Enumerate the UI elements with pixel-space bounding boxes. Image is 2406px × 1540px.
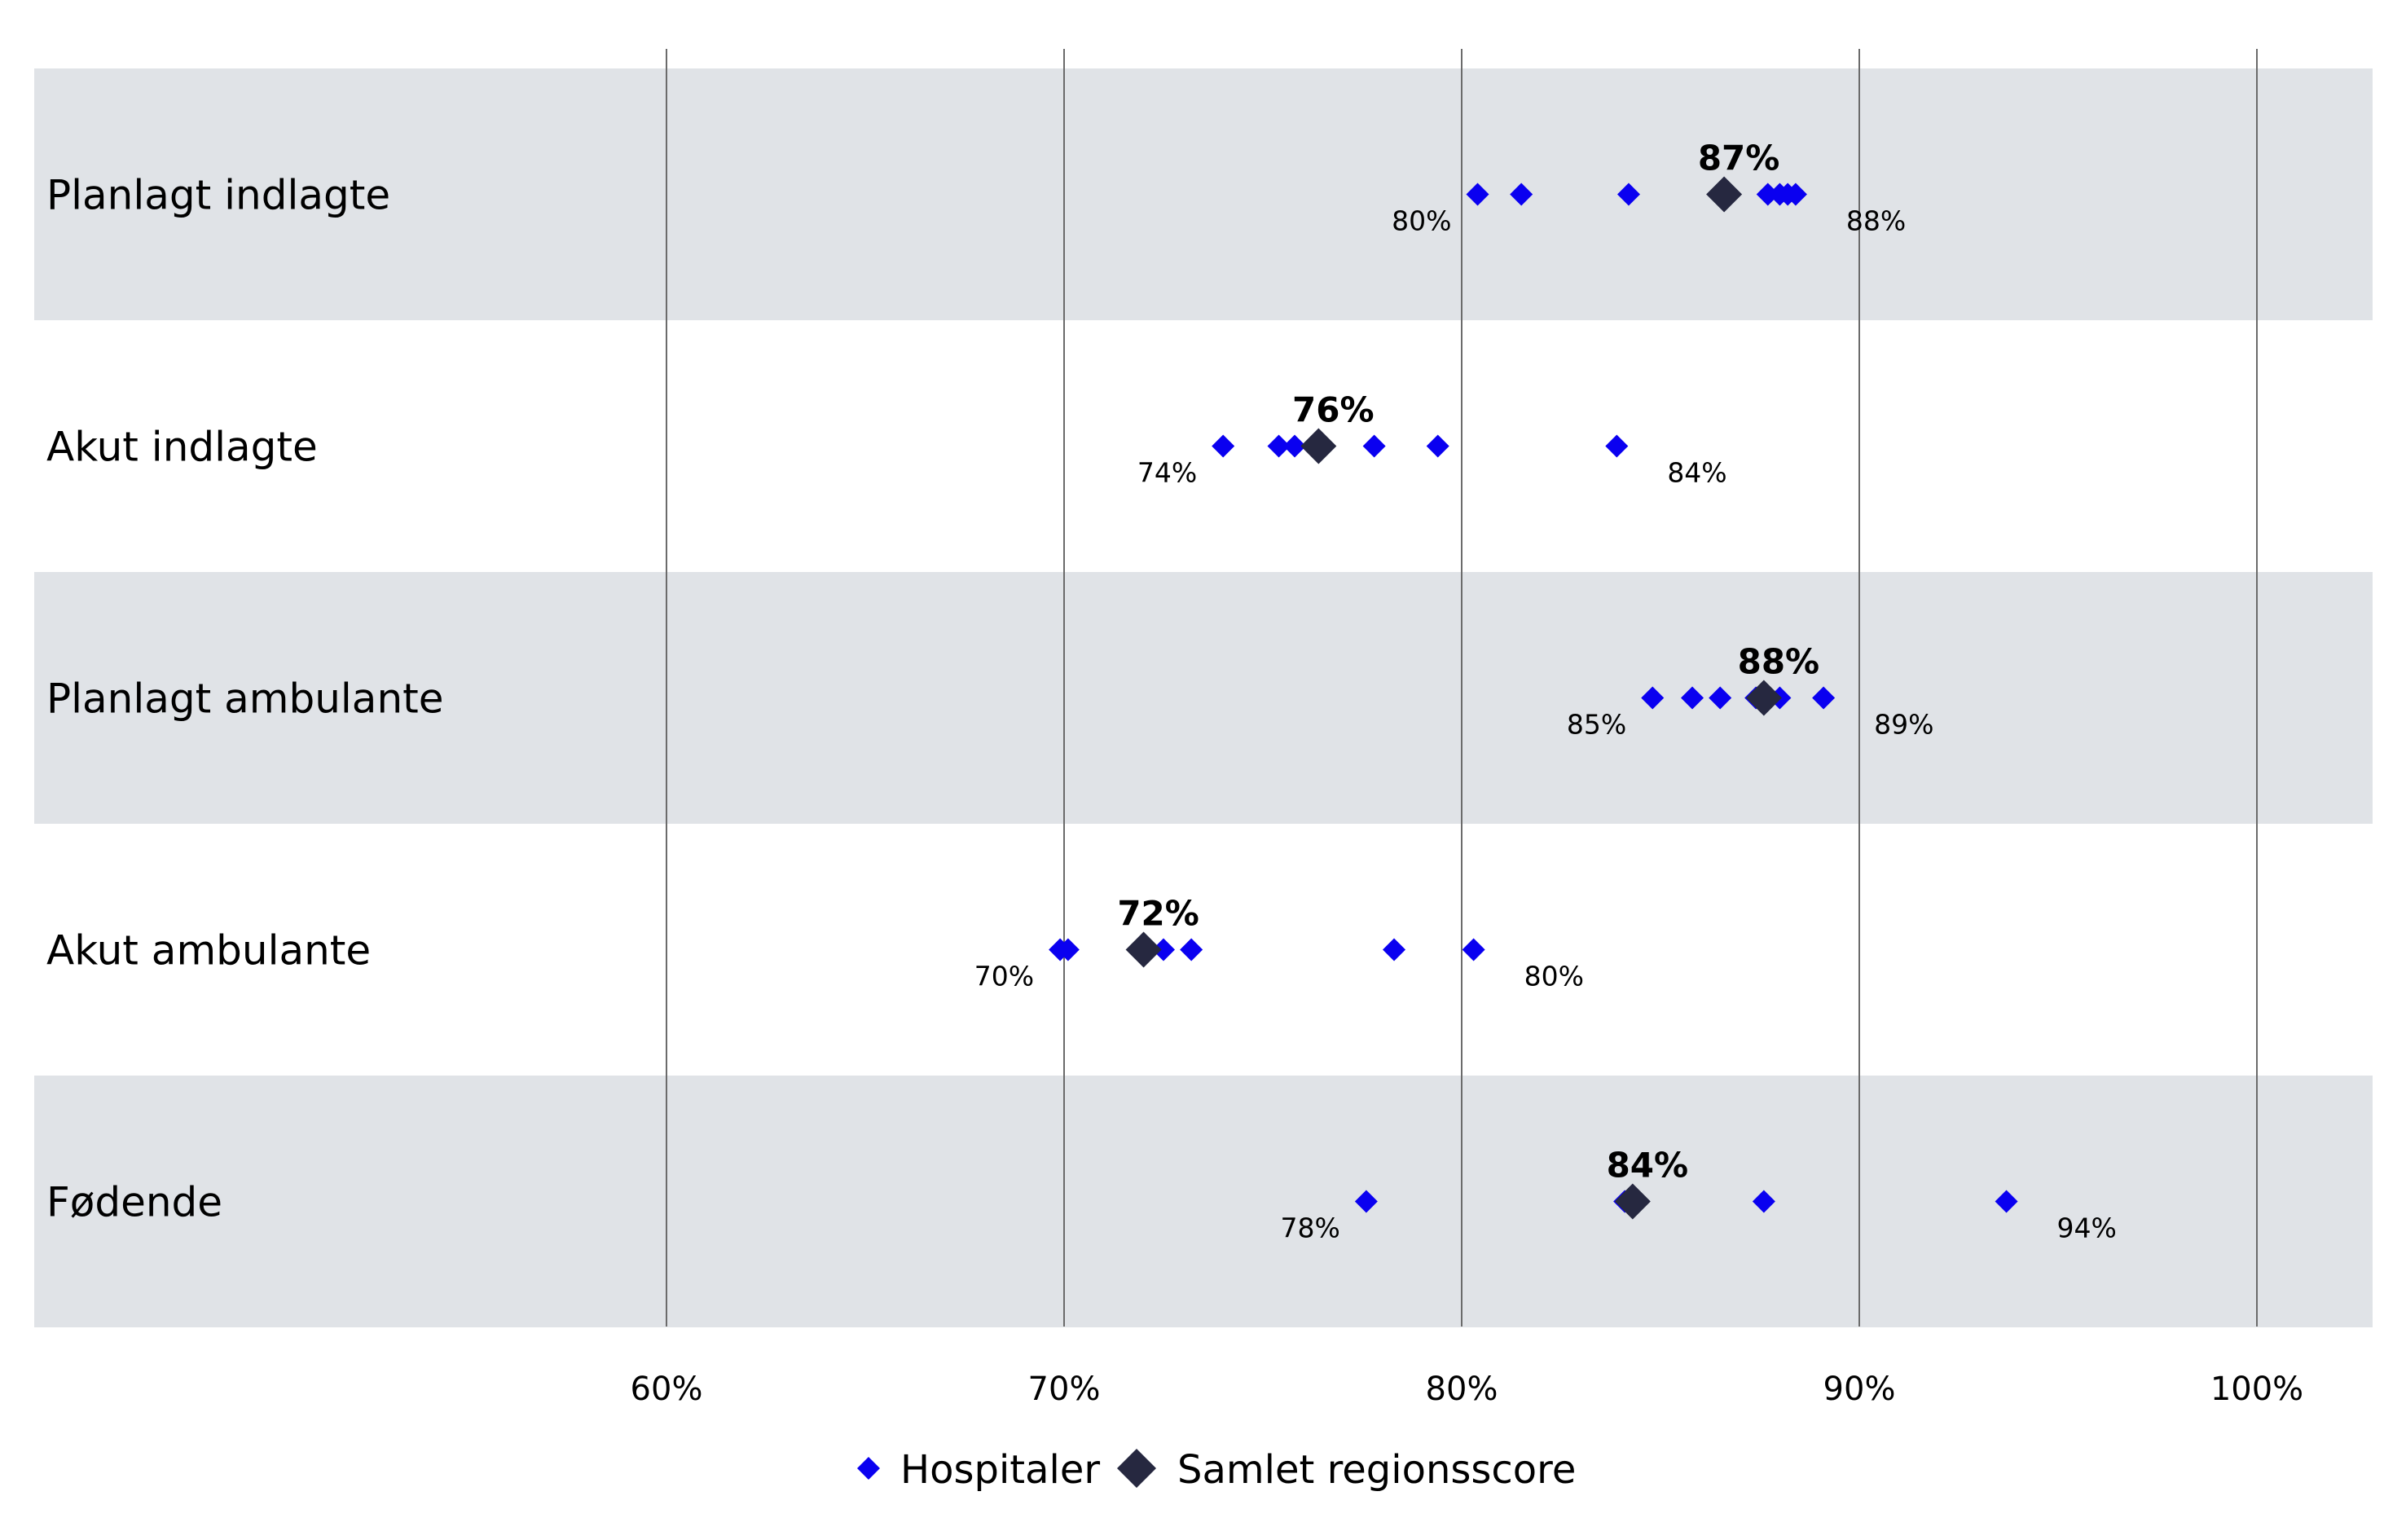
legend-hospital-marker: [857, 1457, 880, 1480]
hospital-point: [1709, 686, 1732, 710]
region-score-label: 84%: [1607, 1146, 1689, 1186]
hospital-point: [1995, 1190, 2018, 1213]
category-rows: Planlagt indlagte 87% 80% 88% Akut indlagte 7…: [46, 139, 2117, 1244]
hospital-point: [1784, 183, 1807, 206]
hospital-point: [1362, 434, 1386, 458]
min-value-label: 85%: [1567, 709, 1626, 741]
hospital-point: [1681, 686, 1704, 710]
hospital-point: [1426, 434, 1449, 458]
x-axis-ticks: 60% 70% 80% 90% 100%: [631, 1371, 2304, 1408]
hospital-point: [1756, 183, 1779, 206]
hospital-point: [1466, 183, 1489, 206]
x-tick-label: 60%: [631, 1371, 703, 1408]
hospital-point: [1616, 183, 1640, 206]
row-band-foedende: [34, 1076, 2373, 1327]
region-score-label: 88%: [1738, 642, 1820, 682]
row-planlagt-indlagte: Planlagt indlagte 87% 80% 88%: [46, 139, 1906, 237]
region-score-label: 87%: [1698, 139, 1780, 178]
hospital-point: [1180, 938, 1203, 961]
region-score-point: [1125, 931, 1162, 968]
min-value-label: 80%: [1392, 205, 1451, 237]
hospital-point: [1752, 1190, 1775, 1213]
x-tick-label: 70%: [1028, 1371, 1101, 1408]
min-value-label: 78%: [1281, 1212, 1340, 1244]
row-akut-ambulante: Akut ambulante 72% 70% 80%: [46, 894, 1584, 992]
legend-region-label: Samlet regionsscore: [1177, 1447, 1576, 1493]
gridlines: [666, 49, 2258, 1327]
legend-region-marker: [1117, 1449, 1156, 1488]
hospital-point: [1510, 183, 1533, 206]
region-score-point: [1706, 176, 1743, 213]
hospital-point: [1354, 1190, 1378, 1213]
category-label: Planlagt ambulante: [46, 675, 444, 723]
hospital-point: [1267, 434, 1291, 458]
max-value-label: 84%: [1667, 457, 1726, 489]
hospital-point: [1641, 686, 1665, 710]
row-planlagt-ambulante: Planlagt ambulante 88% 85% 89%: [46, 642, 1933, 741]
x-tick-label: 90%: [1823, 1371, 1896, 1408]
max-value-label: 89%: [1874, 709, 1933, 741]
hospital-point: [1212, 434, 1235, 458]
region-score-point: [1745, 680, 1782, 716]
region-score-label: 72%: [1117, 894, 1199, 934]
hospital-point: [1462, 938, 1485, 961]
legend-hospital-label: Hospitaler: [900, 1447, 1100, 1493]
max-value-label: 80%: [1524, 961, 1584, 992]
hospital-point: [1812, 686, 1836, 710]
hospital-point: [1605, 434, 1629, 458]
row-foedende: Fødende 84% 78% 94%: [46, 1146, 2117, 1244]
row-band-planlagt-indlagte: [34, 68, 2373, 320]
legend: Hospitaler Samlet regionsscore: [857, 1447, 1576, 1493]
min-value-label: 70%: [974, 961, 1034, 992]
region-score-label: 76%: [1292, 390, 1375, 430]
category-label: Fødende: [46, 1179, 222, 1226]
x-tick-label: 100%: [2210, 1371, 2303, 1408]
hospital-point: [1383, 938, 1406, 961]
max-value-label: 94%: [2057, 1212, 2117, 1244]
category-label: Akut indlagte: [46, 424, 318, 471]
region-score-point: [1614, 1183, 1651, 1220]
category-label: Akut ambulante: [46, 927, 371, 975]
min-value-label: 74%: [1137, 457, 1197, 489]
row-bands: [34, 68, 2373, 1327]
row-band-planlagt-ambulante: [34, 572, 2373, 824]
max-value-label: 88%: [1846, 205, 1906, 237]
hospital-point: [1152, 938, 1175, 961]
x-tick-label: 80%: [1426, 1371, 1498, 1408]
hospital-point: [1283, 434, 1307, 458]
region-score-point: [1300, 428, 1337, 464]
row-akut-indlagte: Akut indlagte 76% 74% 84%: [46, 390, 1727, 489]
category-label: Planlagt indlagte: [46, 172, 390, 219]
hospital-point: [1056, 938, 1080, 961]
